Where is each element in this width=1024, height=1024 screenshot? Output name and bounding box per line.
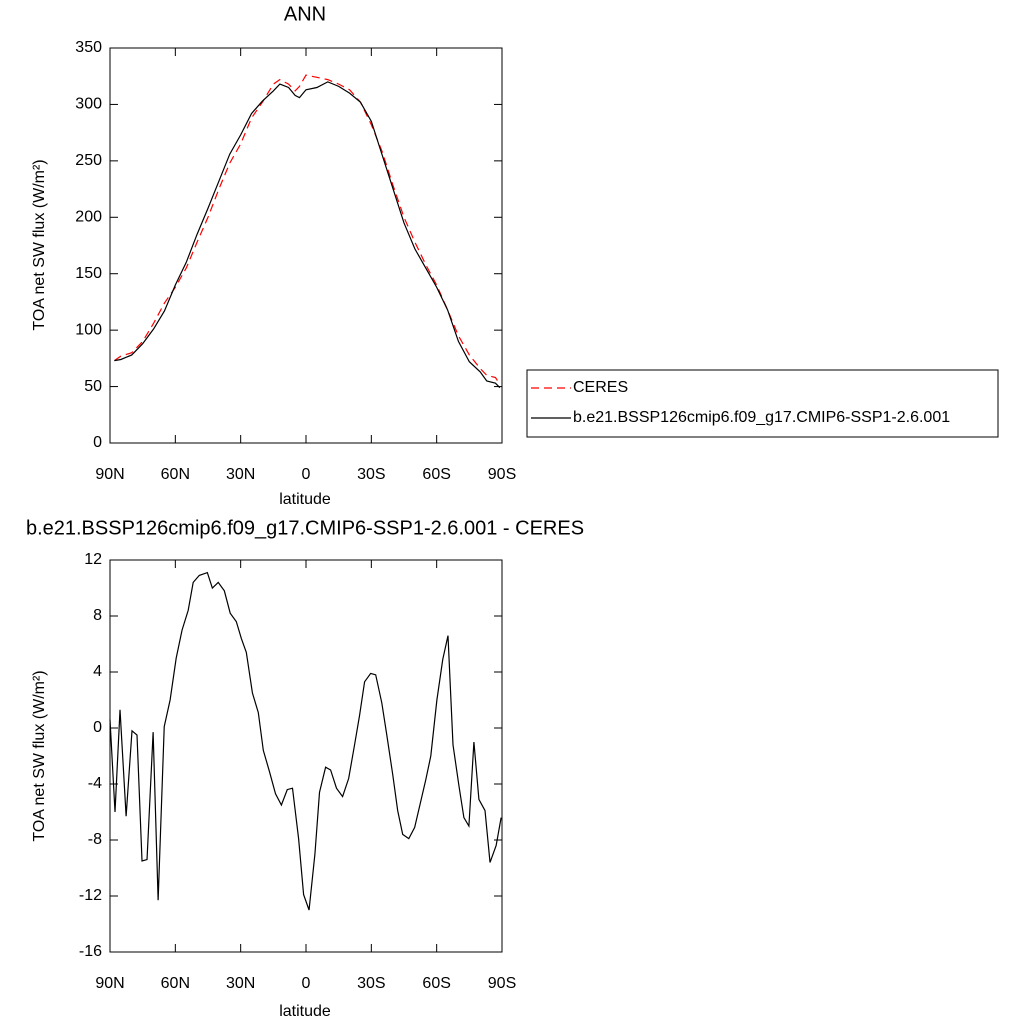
y-tick-label: 350	[75, 39, 102, 56]
data-line	[114, 81, 501, 389]
y-tick-label: 150	[75, 265, 102, 282]
x-tick-label: 90S	[488, 466, 516, 483]
y-tick-label: 200	[75, 209, 102, 226]
x-axis-label: latitude	[279, 491, 331, 508]
x-tick-label: 60S	[422, 975, 450, 992]
y-tick-label: -4	[88, 775, 102, 792]
x-tick-label: 60N	[161, 975, 190, 992]
y-tick-label: 4	[93, 663, 102, 680]
y-axis-label: TOA net SW flux (W/m²)	[31, 159, 48, 330]
data-line	[114, 74, 501, 385]
y-tick-label: -12	[79, 887, 102, 904]
x-tick-label: 60N	[161, 466, 190, 483]
y-tick-label: -16	[79, 943, 102, 960]
x-tick-label: 90N	[95, 466, 124, 483]
legend-label: CERES	[573, 379, 628, 396]
plot-frame	[109, 47, 503, 444]
legend-label: b.e21.BSSP126cmip6.f09_g17.CMIP6-SSP1-2.…	[573, 409, 950, 426]
y-axis-label: TOA net SW flux (W/m²)	[31, 670, 48, 841]
y-tick-label: 12	[84, 551, 102, 568]
x-axis-label: latitude	[279, 1003, 331, 1020]
x-tick-label: 30S	[357, 975, 385, 992]
plot-frame	[109, 559, 503, 953]
x-tick-label: 90N	[95, 975, 124, 992]
y-tick-label: 50	[84, 378, 102, 395]
data-line	[109, 571, 502, 911]
x-tick-label: 30S	[357, 466, 385, 483]
legend-box	[526, 369, 999, 438]
x-tick-label: 90S	[488, 975, 516, 992]
y-tick-label: 250	[75, 152, 102, 169]
y-tick-label: -8	[88, 831, 102, 848]
chart-title: b.e21.BSSP126cmip6.f09_g17.CMIP6-SSP1-2.…	[26, 517, 584, 539]
y-tick-label: 0	[93, 719, 102, 736]
x-tick-label: 0	[302, 975, 311, 992]
x-tick-label: 60S	[422, 466, 450, 483]
x-tick-label: 0	[302, 466, 311, 483]
y-tick-label: 300	[75, 96, 102, 113]
chart-title: ANN	[284, 3, 326, 25]
x-tick-label: 30N	[226, 975, 255, 992]
x-tick-label: 30N	[226, 466, 255, 483]
y-tick-label: 8	[93, 607, 102, 624]
y-tick-label: 100	[75, 321, 102, 338]
y-tick-label: 0	[93, 434, 102, 451]
